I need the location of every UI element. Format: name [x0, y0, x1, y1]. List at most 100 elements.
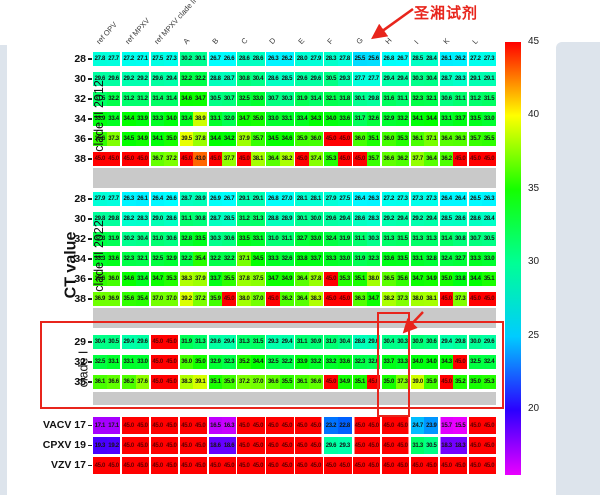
heatmap-cell: 33.8	[295, 252, 309, 266]
heatmap-cell: 34.0	[424, 355, 439, 369]
heatmap-cell: 45.0	[308, 457, 323, 474]
heatmap-cell: 45.0	[366, 457, 381, 474]
heatmap-cell: 45.0	[295, 417, 309, 434]
heatmap-cell: 35.0	[439, 272, 454, 286]
heatmap-cell: 32.7	[453, 252, 468, 266]
heatmap-cell: 33.9	[135, 112, 150, 126]
heatmap-row: 29.8 29.8 28.2 28.3 29.0 28.6 31.1 30.8 28.7 28.5…	[93, 212, 497, 226]
heatmap-cell-pair: 30.3 30.4	[410, 72, 439, 86]
heatmap-cell-pair: 26.8 26.7	[381, 52, 410, 66]
heatmap-cell: 31.0	[150, 232, 165, 246]
heatmap-cell: 28.3	[324, 52, 338, 66]
row-tick-label: 28	[74, 192, 86, 205]
heatmap-cell: 36.4	[266, 152, 281, 166]
heatmap-cell-pair: 35.1 38.0	[353, 272, 381, 286]
heatmap-cell-pair: 32.3 32.1	[121, 252, 150, 266]
heatmap-cell-pair: 36.4 38.3	[295, 292, 323, 306]
heatmap-cell: 27.7	[106, 192, 121, 206]
heatmap-cell: 29.6	[482, 335, 496, 349]
heatmap-cell: 33.3	[93, 252, 107, 266]
heatmap-cell: 34.5	[251, 252, 265, 266]
heatmap-cell-pair: 28.6 28.4	[468, 212, 496, 226]
heatmap-cell: 32.5	[150, 252, 165, 266]
heatmap-cell: 30.5	[424, 437, 439, 454]
heatmap-cell: 45.0	[106, 457, 121, 474]
heatmap-cell-pair: 45.0 35.7	[353, 152, 381, 166]
heatmap-cell: 45.0	[482, 417, 496, 434]
heatmap-cell-pair: 28.5 28.4	[410, 52, 439, 66]
heatmap-cell: 31.1	[353, 232, 367, 246]
heatmap-cell: 28.3	[453, 72, 468, 86]
heatmap-cell: 45.0	[164, 417, 179, 434]
heatmap-cell: 38.3	[179, 272, 194, 286]
column-header: D	[267, 35, 279, 46]
heatmap-cell: 33.5	[395, 252, 410, 266]
heatmap-cell-pair: 30.8 30.4	[237, 72, 265, 86]
heatmap-cell: 45.0	[410, 457, 425, 474]
heatmap-cell: 45.0	[439, 375, 454, 389]
heatmap-cell-pair: 27.2 27.1	[121, 52, 150, 66]
heatmap-cell-pair: 32.2 35.4	[179, 252, 208, 266]
heatmap-cell: 35.1	[208, 375, 223, 389]
heatmap-cell: 34.0	[164, 112, 179, 126]
heatmap-cell-pair: 45.0 45.0	[150, 457, 179, 474]
column-header: G	[354, 35, 366, 46]
heatmap-cell-pair: 38.3 39.1	[179, 375, 208, 389]
heatmap-cell-pair: 45.0 45.0	[208, 457, 236, 474]
heatmap-cell: 26.3	[366, 192, 381, 206]
heatmap-cell: 23.9	[424, 417, 439, 434]
reagent-annotation: 圣湘试剂	[414, 5, 479, 22]
heatmap-cell: 35.3	[324, 152, 338, 166]
heatmap-cell: 30.8	[453, 232, 468, 246]
heatmap-cell: 25.5	[353, 52, 367, 66]
heatmap-cell: 35.9	[424, 375, 439, 389]
heatmap-cell: 29.4	[222, 335, 236, 349]
heatmap-cell: 45.0	[324, 457, 338, 474]
heatmap-cell: 28.4	[424, 52, 439, 66]
heatmap-cell: 36.0	[308, 132, 323, 146]
heatmap-cell-pair: 31.9 31.3	[179, 335, 208, 349]
heatmap-cell-pair: 36.4 38.2	[266, 152, 294, 166]
heatmap-cell-pair: 33.1 33.7	[439, 112, 468, 126]
heatmap-cell: 34.1	[410, 112, 425, 126]
heatmap-cell-pair: 32.5 33.1	[93, 355, 121, 369]
heatmap-cell-pair: 45.0 45.0	[150, 417, 179, 434]
colorbar-tick-label: 25	[528, 329, 540, 341]
heatmap-cell: 35.6	[121, 292, 136, 306]
heatmap-cell: 32.1	[424, 92, 439, 106]
heatmap-cell-pair: 34.4 34.2	[208, 132, 236, 146]
heatmap-cell: 30.5	[482, 232, 496, 246]
heatmap-cell-pair: 29.8 29.8	[93, 212, 121, 226]
heatmap-cell: 35.5	[482, 132, 496, 146]
heatmap-cell: 37.5	[251, 272, 265, 286]
heatmap-cell: 45.0	[150, 335, 165, 349]
heatmap-cell-pair: 30.6 31.1	[439, 92, 468, 106]
heatmap-cell-pair: 36.0 35.1	[353, 132, 381, 146]
heatmap-cell: 30.6	[424, 335, 439, 349]
heatmap-cell-pair: 26.3 26.1	[121, 192, 150, 206]
heatmap-cell: 45.0	[337, 132, 352, 146]
heatmap-cell: 38.3	[308, 292, 323, 306]
heatmap-cell: 36.0	[353, 132, 367, 146]
heatmap-cell: 30.1	[295, 212, 309, 226]
heatmap-cell: 30.4	[93, 335, 107, 349]
heatmap-cell: 33.2	[324, 355, 338, 369]
heatmap-cell: 36.0	[106, 272, 121, 286]
column-header: A	[180, 36, 192, 46]
heatmap-cell: 32.5	[93, 355, 107, 369]
heatmap-cell: 31.5	[395, 232, 410, 246]
heatmap-cell: 30.9	[410, 335, 425, 349]
heatmap-row: 30.4 30.5 29.4 29.6 45.0 45.0 31.9 31.3 29.6 29.4…	[93, 335, 497, 349]
heatmap-cell-pair: 29.1 29.1	[468, 72, 496, 86]
heatmap-cell: 45.0	[266, 437, 281, 454]
heatmap-cell: 45.0	[135, 152, 150, 166]
heatmap-cell: 33.3	[324, 252, 338, 266]
heatmap-cell: 32.6	[366, 112, 381, 126]
heatmap-cell: 33.1	[439, 112, 454, 126]
heatmap-cell-pair: 33.0 33.1	[266, 112, 294, 126]
heatmap-cell: 35.7	[366, 152, 381, 166]
heatmap-cell-pair: 45.0 43.0	[179, 152, 208, 166]
tick-mark	[88, 118, 92, 120]
heatmap-cell: 26.4	[439, 192, 454, 206]
heatmap-cell: 45.0	[439, 457, 454, 474]
